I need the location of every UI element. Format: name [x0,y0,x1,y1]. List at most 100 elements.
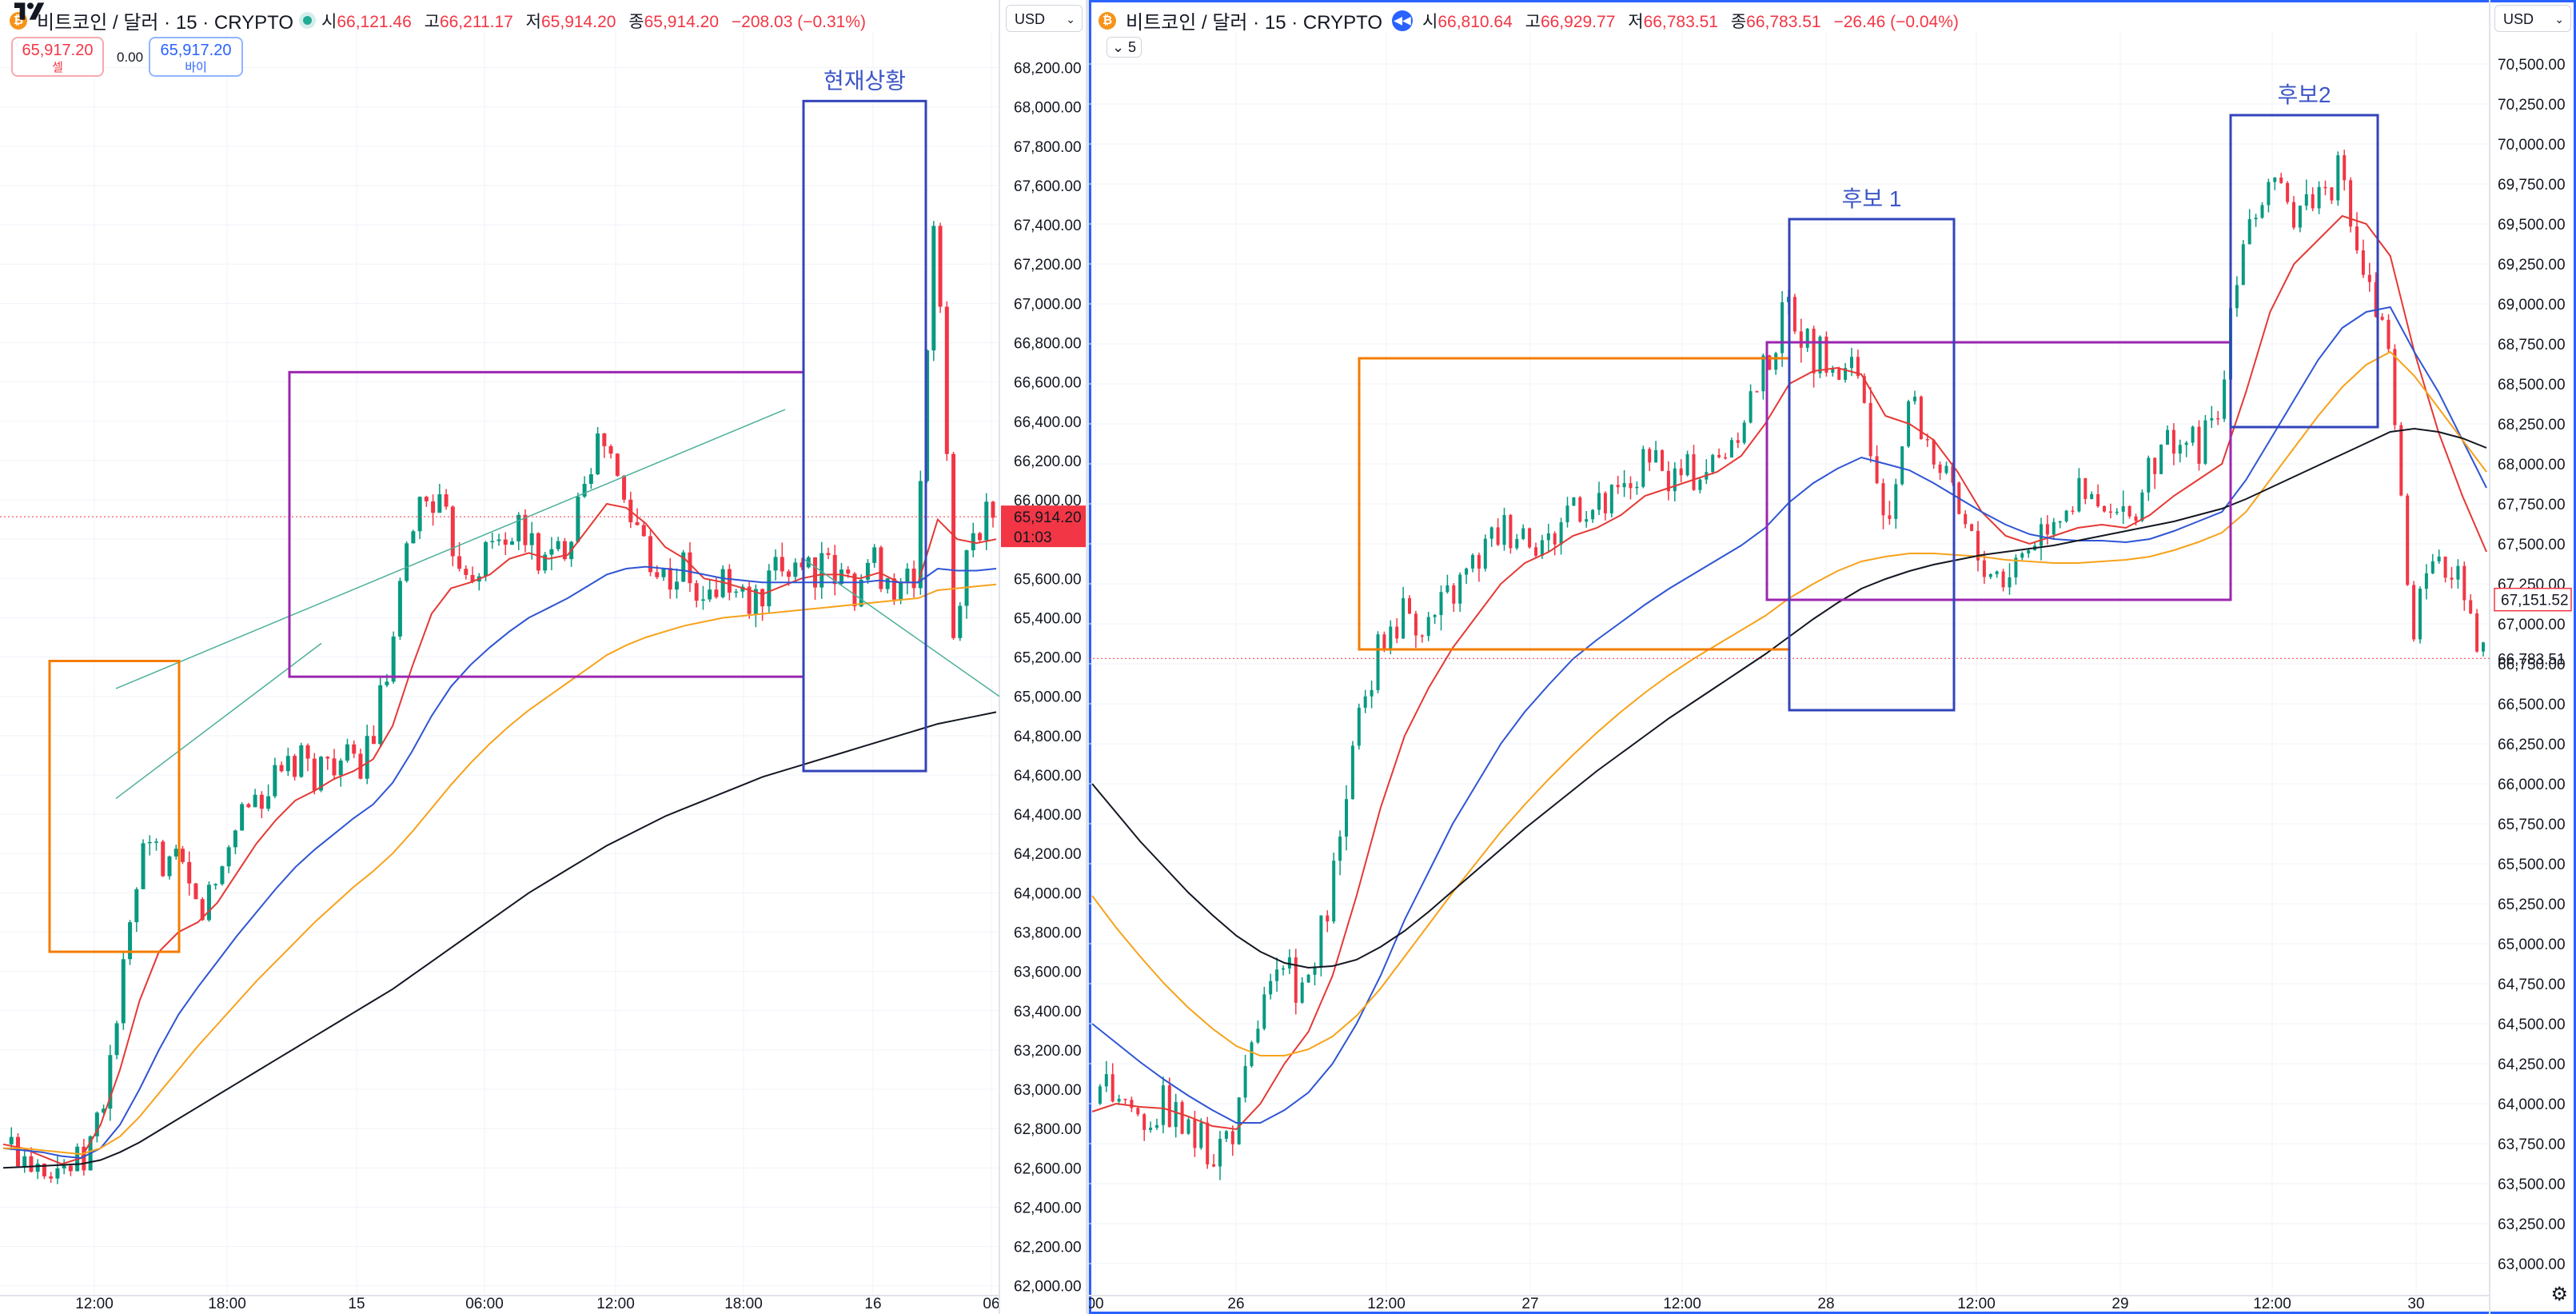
moving-average-orange [3,583,997,1156]
candle-down [978,533,983,541]
candle-down [1951,465,1955,483]
candle-down [1130,1100,1134,1108]
gear-icon[interactable]: ⚙ [2550,1284,2568,1305]
candle-up [226,847,231,867]
candle-down [2361,250,2365,275]
candle-up [859,579,863,607]
candle-down [1111,1074,1115,1102]
candle-down [457,556,462,569]
indicators-toggle[interactable]: ⌄ 5 [1107,37,1142,58]
price-axis-label: 64,250.00 [2498,1056,2566,1073]
candle-down [332,758,337,776]
time-axis-label: 06 [983,1296,999,1312]
candle-down [1477,554,1481,569]
price-axis-label: 65,600.00 [1014,571,1082,588]
candle-down [2103,505,2106,512]
candle-up [2241,244,2245,286]
candle-up [700,599,705,601]
candle-down [1603,493,1607,513]
candle-down [1193,1119,1197,1148]
annotation-box-blue [2229,114,2379,429]
candle-up [839,569,843,585]
candle-up [1104,1074,1108,1087]
candle-down [42,1164,46,1176]
price-axis-label: 63,750.00 [2498,1136,2566,1153]
candle-down [2096,493,2100,506]
price-axis-label: 63,400.00 [1014,1004,1082,1020]
candle-down [424,497,429,501]
candle-down [813,557,818,588]
candle-up [405,543,409,581]
candle-down [1736,440,1740,443]
price-axis-label: 67,400.00 [1014,218,1082,234]
candle-down [608,445,613,454]
candle-up [1489,527,1493,539]
price-axis-label: 62,600.00 [1014,1160,1082,1177]
candle-up [1350,745,1354,800]
candle-down [635,521,640,525]
candle-down [1666,470,1670,492]
candle-up [1287,957,1291,969]
ma-value-badge [2494,587,2572,612]
right-chart-canvas[interactable]: 63,000.00 63,250.00 63,500.00 63,750.00 64,0… [1089,0,2576,1314]
candle-down [1724,457,1727,459]
candle-up [2184,442,2188,445]
currency-select[interactable]: USD ⌄ [2494,5,2571,32]
candle-up [1269,981,1273,995]
candle-up [411,531,416,544]
buy-button[interactable]: 65,917.20 바이 [149,37,243,77]
candle-down [1206,1122,1210,1164]
candle-down [470,574,475,582]
annotation-box-purple [288,370,805,678]
candle-up [484,541,488,577]
candle-up [2304,194,2308,206]
candle-down [1856,357,1860,377]
price-axis-label: 64,200.00 [1014,846,1082,863]
candle-down [2367,274,2371,282]
candle-up [378,685,383,745]
candle-up [1446,585,1449,593]
price-axis-label: 64,600.00 [1014,768,1082,785]
right-symbol-legend: ₿ 비트코인 / 달러 · 15 · CRYPTO ◀◀ 시66,810.64 … [1099,6,1967,34]
currency-select[interactable]: USD ⌄ [1006,5,1083,32]
moving-average-red [2,502,997,1165]
left-chart-pane[interactable]: 62,000.00 62,200.00 62,400.00 62,600.00 62,8… [0,0,1086,1314]
candle-down [1167,1085,1171,1128]
price-axis-label: 66,250.00 [2498,737,2566,753]
candle-down [536,533,540,571]
candle-up [1243,1066,1247,1098]
candle-down [1717,454,1721,457]
candle-up [1850,357,1853,369]
left-chart-canvas[interactable]: 62,000.00 62,200.00 62,400.00 62,600.00 62,8… [0,0,1086,1314]
candle-down [668,568,672,590]
candle-up [1256,1028,1260,1043]
right-chart-pane[interactable]: 63,000.00 63,250.00 63,500.00 63,750.00 64,0… [1089,0,2576,1314]
price-axis-label: 64,000.00 [1014,885,1082,902]
candle-down [602,433,607,446]
candle-up [1338,837,1342,861]
candle-down [15,1136,20,1167]
candle-up [720,569,725,597]
candle-up [1585,519,1589,522]
pane-divider[interactable] [1086,0,1089,1314]
time-axis-label: 29 [2111,1296,2128,1312]
candle-down [1824,336,1828,373]
tradingview-logo[interactable] [14,0,53,22]
candle-down [2450,577,2454,580]
symbol-title[interactable]: 비트코인 / 달러 · 15 · CRYPTO [1126,12,1383,34]
price-axis-label: 66,600.00 [1014,375,1082,392]
price-axis-label: 67,200.00 [1014,257,1082,274]
candle-down [1629,483,1633,489]
candle-down [787,571,792,577]
candle-up [596,433,600,475]
price-axis-label: 70,500.00 [2498,57,2566,74]
candle-down [1868,402,1872,457]
candle-down [1452,585,1456,604]
rewind-icon[interactable]: ◀◀ [1392,10,1414,31]
candle-up [2437,557,2441,561]
sell-button[interactable]: 65,917.20 셀 [11,37,104,77]
candle-up [391,636,396,682]
candle-down [951,453,956,638]
symbol-title[interactable]: 비트코인 / 달러 · 15 · CRYPTO [37,12,294,34]
price-axis-label: 68,500.00 [2498,377,2566,393]
